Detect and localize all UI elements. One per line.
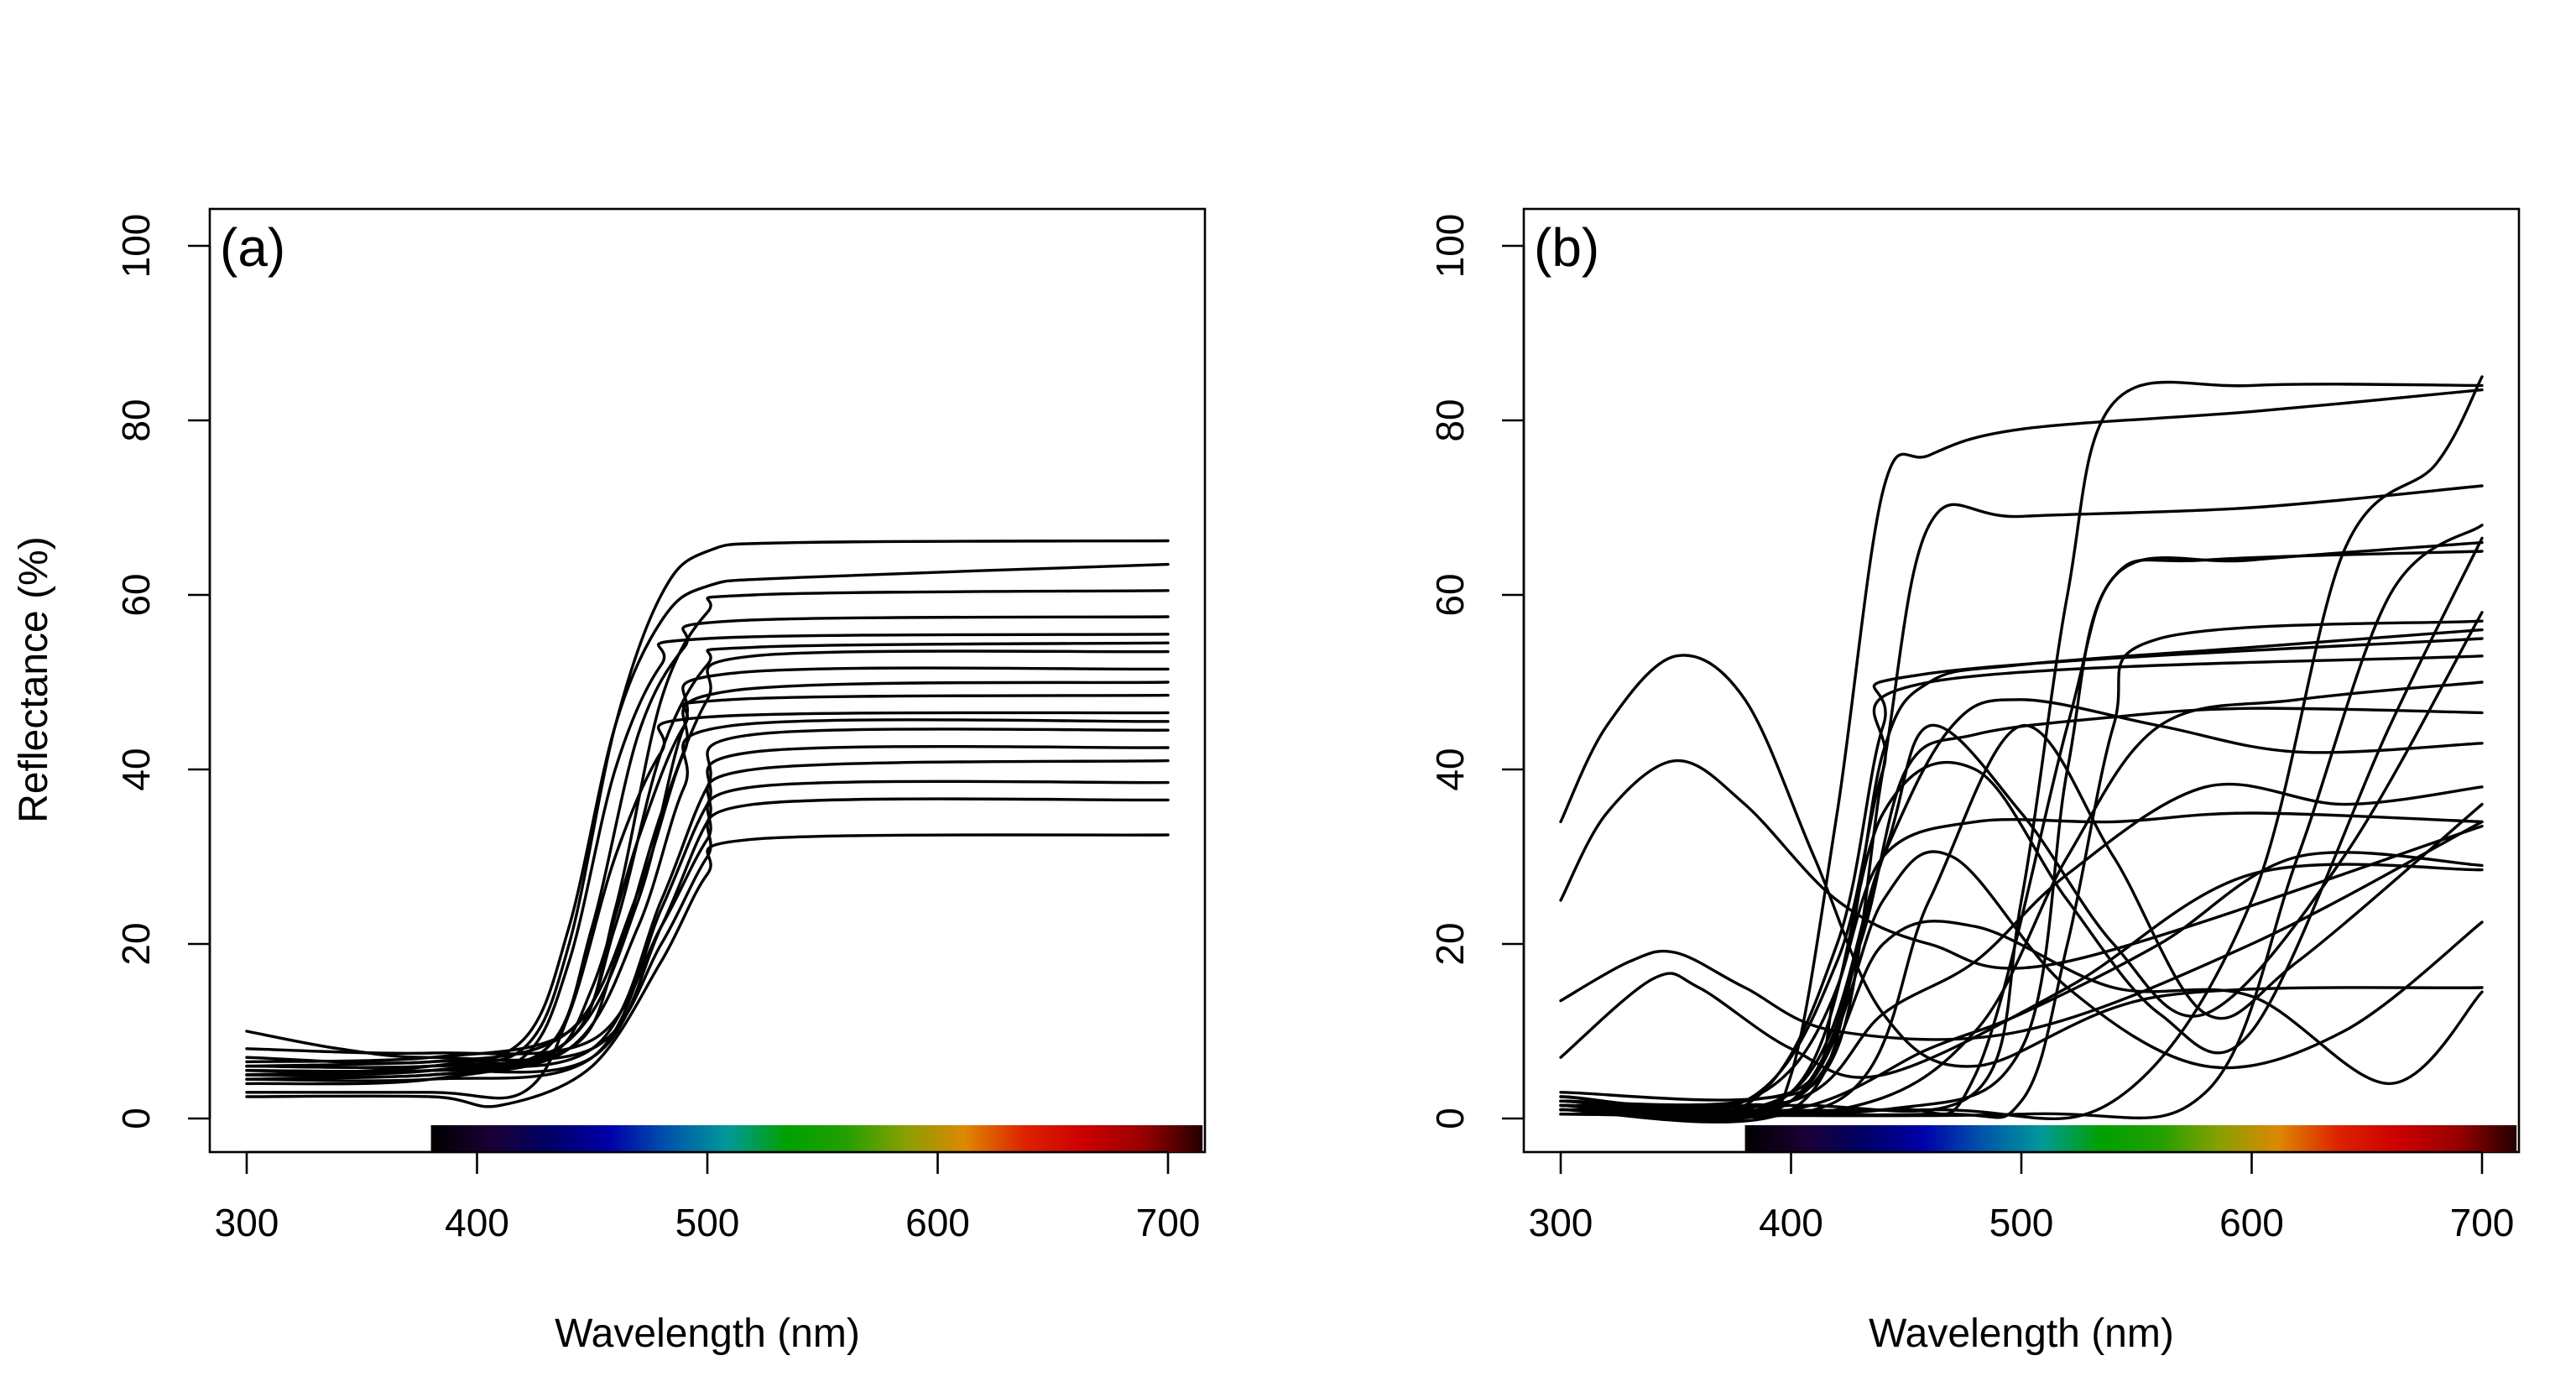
panel-a: 300 400 500 600 700 0 20 40 60 80 100 (a) Wavelen… (114, 207, 1207, 1356)
series-line (1559, 536, 2484, 1118)
x-tick-label: 700 (1136, 1201, 1201, 1244)
panel-label: (b) (1534, 217, 1599, 278)
series-line (1559, 654, 2484, 1113)
y-tick-label: 40 (1428, 748, 1472, 790)
y-tick-label: 100 (1428, 214, 1472, 279)
series-lines (245, 539, 1170, 1108)
x-tick-label: 400 (445, 1201, 509, 1244)
y-tick-label: 40 (114, 748, 158, 790)
y-tick-label: 100 (114, 214, 158, 279)
y-tick-label: 80 (114, 399, 158, 441)
series-line (245, 744, 1170, 1082)
y-axis-title: Reflectance (%) (12, 536, 56, 822)
series-line (245, 718, 1170, 1079)
series-line (245, 562, 1170, 1077)
x-tick-label: 600 (905, 1201, 970, 1244)
panel-b: 300 400 500 600 700 0 20 40 60 80 100 (b) Wavelen… (1428, 207, 2521, 1356)
series-line (1559, 654, 2484, 1068)
series-line (1559, 550, 2484, 1116)
series-lines (1559, 375, 2484, 1124)
series-line (1559, 820, 2484, 1041)
series-line (1559, 628, 2484, 1110)
x-tick-label: 500 (675, 1201, 740, 1244)
series-line (245, 641, 1170, 1064)
series-line (245, 711, 1170, 1100)
series-line (1559, 707, 2484, 1124)
series-line (1559, 611, 2484, 1123)
series-line (245, 680, 1170, 1065)
series-line (1559, 759, 2484, 970)
series-line (245, 780, 1170, 1056)
x-tick-label: 600 (2219, 1201, 2284, 1244)
x-tick-label: 700 (2450, 1201, 2515, 1244)
x-tick-label: 300 (1529, 1201, 1593, 1244)
y-tick-label: 0 (114, 1108, 158, 1129)
y-tick-label: 0 (1428, 1108, 1472, 1129)
series-line (245, 833, 1170, 1108)
plot-frame (208, 207, 1207, 1154)
panel-label: (a) (220, 217, 285, 278)
plot-frame (1522, 207, 2521, 1154)
x-ticks: 300 400 500 600 700 (1529, 1152, 2515, 1244)
spectrum-bar (1744, 1125, 2517, 1152)
y-tick-label: 20 (1428, 922, 1472, 965)
series-line (245, 649, 1170, 1069)
y-ticks: 0 20 40 60 80 100 (114, 214, 210, 1129)
series-line (1559, 375, 2484, 1121)
y-tick-label: 20 (114, 922, 158, 965)
series-line (1559, 920, 2484, 1114)
x-ticks: 300 400 500 600 700 (215, 1152, 1201, 1244)
x-tick-label: 500 (1989, 1201, 2054, 1244)
series-line (245, 797, 1170, 1062)
x-tick-label: 400 (1759, 1201, 1823, 1244)
series-line (245, 589, 1170, 1077)
y-ticks: 0 20 40 60 80 100 (1428, 214, 1524, 1129)
series-line (1559, 380, 2484, 1113)
x-tick-label: 300 (215, 1201, 279, 1244)
x-axis-title: Wavelength (nm) (555, 1311, 860, 1356)
series-line (1559, 811, 2484, 1102)
series-line (1559, 724, 2484, 1119)
series-line (1559, 851, 2484, 1118)
x-axis-title: Wavelength (nm) (1869, 1311, 2174, 1356)
series-line (1559, 540, 2484, 1116)
series-line (1559, 524, 2484, 1120)
y-tick-label: 80 (1428, 399, 1472, 441)
spectrum-bar (430, 1125, 1203, 1152)
series-line (1559, 850, 2484, 1121)
y-tick-label: 60 (1428, 573, 1472, 616)
series-line (1559, 863, 2484, 1079)
y-tick-label: 60 (114, 573, 158, 616)
series-line (1559, 388, 2484, 1109)
series-line (245, 615, 1170, 1074)
series-line (1559, 782, 2484, 1109)
